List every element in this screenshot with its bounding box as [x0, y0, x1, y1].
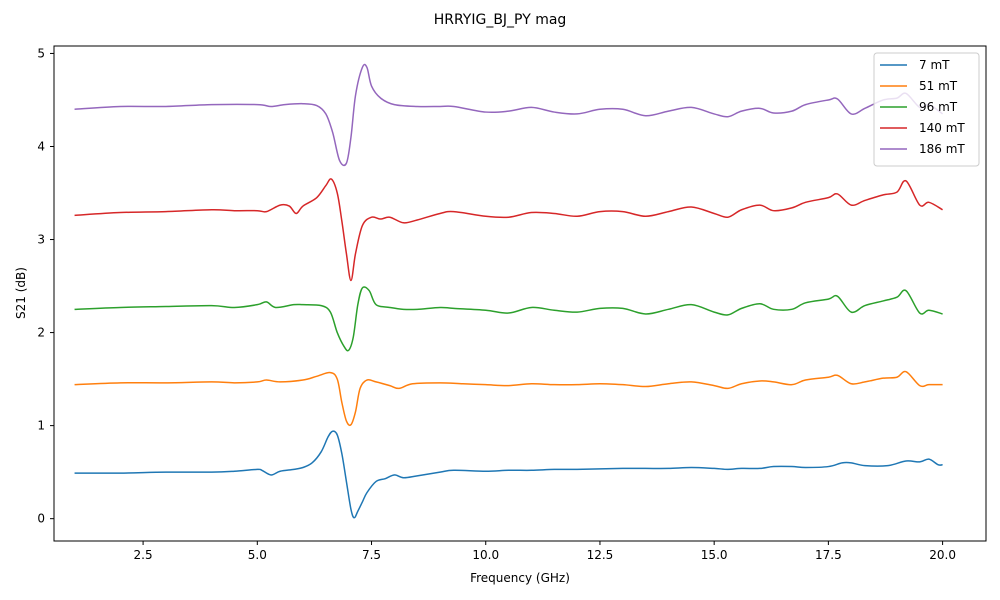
- y-tick-label: 2: [37, 326, 45, 340]
- x-tick-label: 15.0: [701, 548, 728, 562]
- series-line-4: [74, 63, 944, 167]
- series-line-2: [74, 286, 943, 352]
- y-axis-label: S21 (dB): [14, 267, 28, 319]
- legend-label-1: 51 mT: [919, 79, 958, 93]
- legend-label-2: 96 mT: [919, 100, 958, 114]
- x-tick-label: 20.0: [929, 548, 956, 562]
- x-tick-label: 12.5: [587, 548, 614, 562]
- y-tick-label: 5: [37, 46, 45, 60]
- legend-label-0: 7 mT: [919, 58, 950, 72]
- x-tick-label: 2.5: [134, 548, 153, 562]
- y-tick-label: 0: [37, 512, 45, 526]
- x-tick-label: 7.5: [362, 548, 381, 562]
- y-tick-label: 1: [37, 419, 45, 433]
- x-axis: 2.5 5.0 7.5 10.0 12.5 15.0 17.5 20.0: [134, 541, 956, 562]
- y-axis: 0 1 2 3 4 5: [37, 46, 54, 526]
- legend: 7 mT 51 mT 96 mT 140 mT 186 mT: [873, 52, 980, 167]
- y-tick-label: 3: [37, 233, 45, 247]
- x-tick-label: 17.5: [815, 548, 842, 562]
- x-tick-label: 5.0: [248, 548, 267, 562]
- legend-label-4: 186 mT: [919, 142, 965, 156]
- series-line-3: [74, 178, 943, 282]
- series-line-0: [74, 430, 943, 519]
- plot-lines: [74, 63, 944, 519]
- y-tick-label: 4: [37, 139, 45, 153]
- series-line-1: [74, 370, 943, 427]
- legend-label-3: 140 mT: [919, 121, 965, 135]
- legend-box: [873, 52, 980, 167]
- x-axis-label: Frequency (GHz): [470, 571, 570, 585]
- plot-frame: [53, 45, 987, 542]
- chart-title: HRRYIG_BJ_PY mag: [434, 12, 567, 28]
- x-tick-label: 10.0: [472, 548, 499, 562]
